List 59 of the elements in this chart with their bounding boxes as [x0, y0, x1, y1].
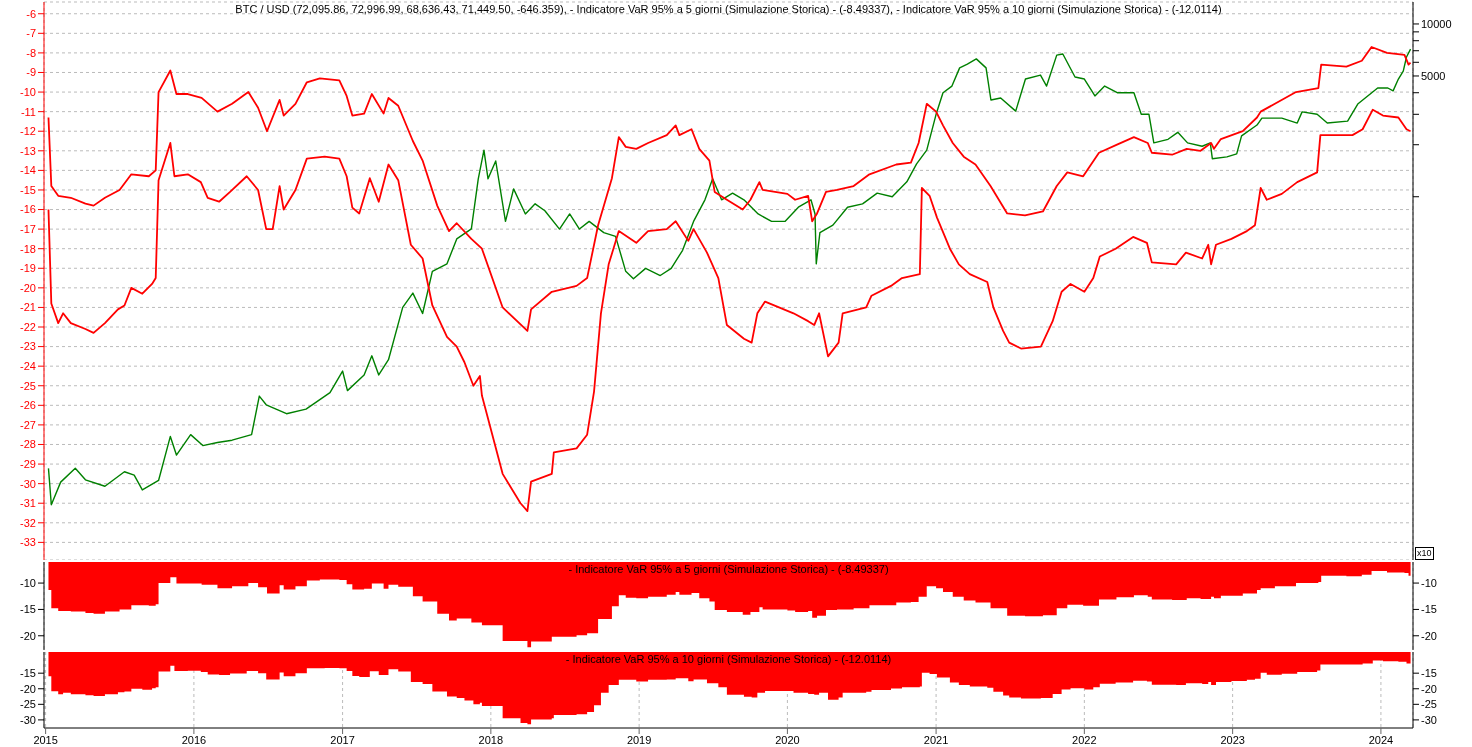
y-tick-label: -15: [20, 667, 36, 680]
y-tick-label: -10: [20, 85, 36, 98]
x-tick-label: 2018: [478, 733, 504, 746]
x-tick-label: 2015: [33, 733, 58, 746]
y2-tick-label: -20: [1421, 682, 1437, 695]
y-tick-label: -24: [20, 360, 36, 373]
y-tick-label: -23: [20, 340, 36, 353]
text: x10: [1415, 547, 1434, 560]
x-tick-label: 2020: [775, 733, 800, 746]
y-tick-label: -10: [20, 576, 36, 589]
y-tick-label: -15: [20, 183, 36, 196]
x-tick-label: 2022: [1072, 733, 1097, 746]
y-tick-label: -16: [20, 203, 36, 216]
y-tick-label: -15: [20, 603, 36, 616]
y-tick-label: -25: [20, 698, 36, 711]
y-tick-label: -28: [20, 438, 36, 451]
y-tick-label: -27: [20, 418, 36, 431]
y-tick-label: -25: [20, 379, 36, 392]
y-tick-label: -14: [20, 164, 36, 177]
line-series: [47, 46, 1412, 332]
y-tick-label: -11: [20, 105, 36, 118]
y-tick-label: -9: [26, 66, 36, 79]
y-tick-label: -30: [20, 713, 36, 726]
x-tick-label: 2019: [626, 733, 652, 746]
y-tick-label: -33: [20, 536, 36, 549]
y-tick-label: -19: [20, 262, 36, 275]
x-tick-label: 2016: [181, 733, 207, 746]
x-tick-label: 2021: [923, 733, 949, 746]
y2-tick-label: -25: [1421, 698, 1437, 711]
y-tick-label: -30: [20, 477, 36, 490]
y-tick-label: -31: [20, 497, 36, 510]
y2-tick-label: -20: [1421, 629, 1437, 642]
y-tick-label: -17: [20, 223, 36, 236]
y-tick-label: -20: [20, 682, 36, 695]
y2-tick-label: -30: [1421, 713, 1437, 726]
x-tick-label: 2017: [330, 733, 355, 746]
y-tick-label: -18: [20, 242, 36, 255]
y-tick-label: -20: [20, 281, 36, 294]
y2-tick-label: -15: [1421, 603, 1437, 616]
y-tick-label: -8: [26, 46, 36, 59]
y-tick-label: -21: [20, 301, 36, 314]
y-tick-label: -20: [20, 629, 36, 642]
y-tick-label: -26: [20, 399, 36, 412]
chart-title: - Indicatore VaR 95% a 5 giorni (Simulazione Storica) - (-8.49337): [567, 563, 890, 575]
chart-title: BTC / USD (72,095.86, 72,996.99, 68,636.43, 71,449.50, -646.359), - Indicatore VaR 95% a 5 giorni (Simulazione Storica) - (-8.49337), - Indicatore VaR 95% a 10 giorni (Simulazione Storica) - (-12.0114): [234, 3, 1223, 15]
y-tick-label: -7: [26, 27, 36, 40]
y-tick-label: -22: [20, 320, 36, 333]
y-tick-label: -6: [26, 7, 36, 20]
chart-title: - Indicatore VaR 95% a 10 giorni (Simulazione Storica) - (-12.0114): [564, 653, 893, 665]
y-tick-label: -29: [20, 457, 36, 470]
x-tick-label: 2024: [1368, 733, 1394, 746]
y2-tick-label: -10: [1421, 576, 1437, 589]
y2-tick-label: 10000: [1421, 17, 1452, 30]
y-tick-label: -12: [20, 125, 36, 138]
y-tick-label: -32: [20, 516, 36, 529]
y2-tick-label: -15: [1421, 667, 1437, 680]
x-tick-label: 2023: [1220, 733, 1245, 746]
y2-tick-label: 5000: [1421, 69, 1446, 82]
y-tick-label: -13: [20, 144, 36, 157]
